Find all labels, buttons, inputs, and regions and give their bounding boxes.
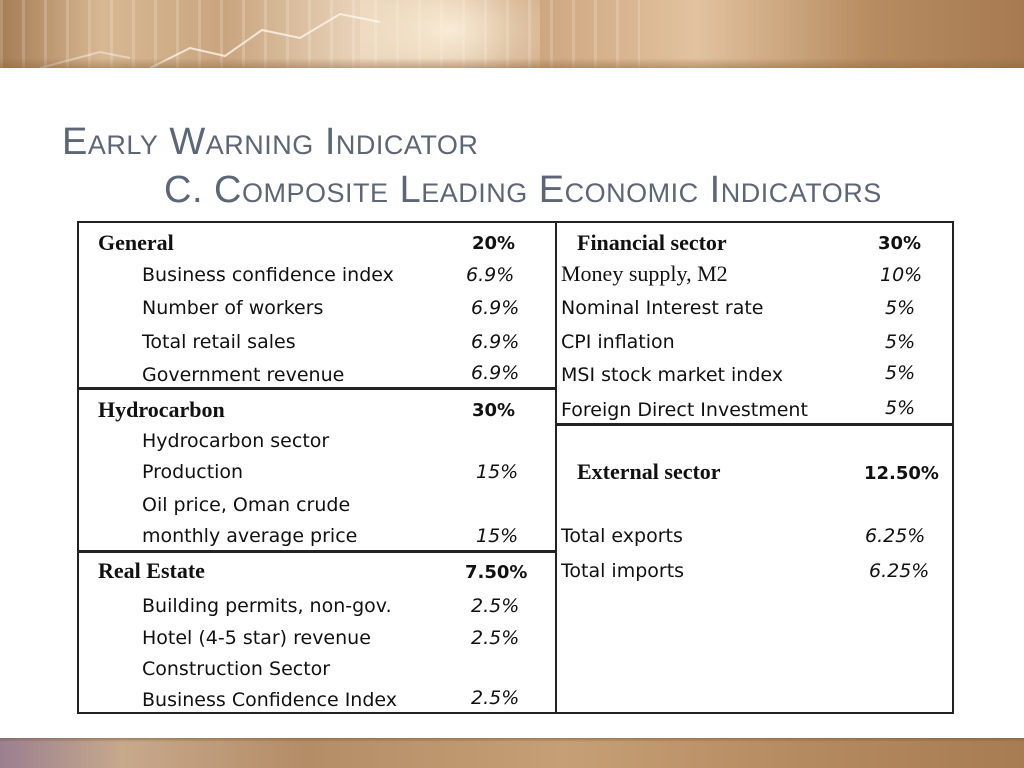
item-weight: 2.5% [471, 595, 520, 617]
indicator-table: General 20% Business confidence index 6.… [77, 221, 954, 714]
list-item: Money supply, M2 [561, 261, 728, 286]
general-header: General [98, 230, 174, 255]
item-weight: 15% [476, 461, 519, 483]
list-item: Total imports [561, 560, 685, 582]
item-weight: 6.25% [869, 560, 930, 582]
list-item: Total exports [561, 525, 683, 547]
list-item: Building permits, non-gov. [142, 595, 392, 617]
general-weight: 20% [472, 233, 516, 254]
list-item: CPI inflation [561, 331, 675, 353]
financial-header: Financial sector [577, 230, 727, 255]
column-divider [555, 223, 557, 712]
chart-motif-graphic [39, 12, 381, 68]
item-weight: 6.9% [471, 362, 520, 384]
top-decorative-banner [0, 0, 1024, 68]
list-item: Government revenue [142, 364, 345, 386]
list-item: Hotel (4-5 star) revenue [142, 627, 371, 649]
item-weight: 6.9% [466, 264, 515, 286]
external-weight: 12.50% [864, 463, 939, 484]
list-item: Hydrocarbon sector [142, 430, 330, 452]
list-item: Oil price, Oman crude [142, 494, 351, 516]
list-item: Total retail sales [142, 331, 296, 353]
list-item: Construction Sector [142, 658, 331, 680]
list-item: Number of workers [142, 297, 324, 319]
item-weight: 6.25% [865, 525, 926, 547]
item-weight: 6.9% [471, 297, 520, 319]
item-weight: 10% [880, 264, 923, 286]
list-item: Business Confidence Index [142, 689, 397, 711]
bottom-decorative-banner [0, 738, 1024, 768]
financial-weight: 30% [878, 233, 922, 254]
item-weight: 15% [476, 525, 519, 547]
hydrocarbon-weight: 30% [472, 400, 516, 421]
item-weight: 2.5% [471, 627, 520, 649]
real-estate-header: Real Estate [98, 558, 205, 583]
item-weight: 5% [885, 297, 916, 319]
real-estate-weight: 7.50% [465, 562, 528, 583]
item-weight: 5% [885, 331, 916, 353]
section-divider [79, 550, 556, 553]
list-item: Foreign Direct Investment [561, 399, 808, 421]
item-weight: 2.5% [471, 687, 520, 709]
slide-subtitle: C. Composite Leading Economic Indicators [164, 169, 882, 211]
slide-title: Early Warning Indicator [62, 121, 479, 163]
item-weight: 5% [885, 397, 916, 419]
list-item: monthly average price [142, 525, 358, 547]
list-item: Business confidence index [142, 264, 394, 286]
external-header: External sector [577, 459, 721, 484]
item-weight: 6.9% [471, 331, 520, 353]
section-divider [556, 423, 954, 426]
list-item: Production [142, 461, 244, 483]
list-item: MSI stock market index [561, 364, 784, 386]
hydrocarbon-header: Hydrocarbon [98, 397, 225, 422]
item-weight: 5% [885, 362, 916, 384]
section-divider [79, 387, 556, 390]
list-item: Nominal Interest rate [561, 297, 764, 319]
